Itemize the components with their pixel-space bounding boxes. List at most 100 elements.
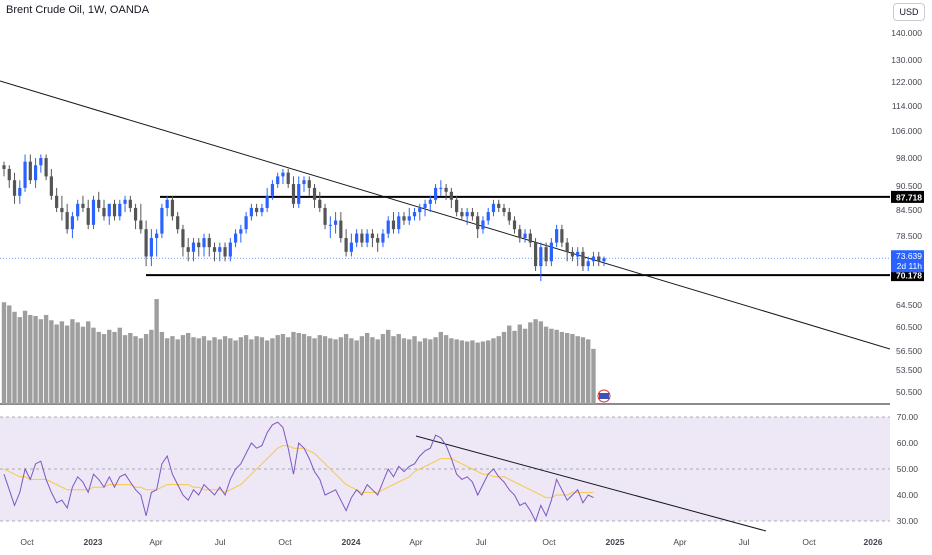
candle-body (486, 212, 490, 221)
candle-body (460, 212, 464, 217)
volume-bar (191, 337, 196, 404)
volume-bar (286, 337, 291, 404)
volume-bar (375, 339, 380, 404)
volume-bar (338, 337, 344, 404)
volume-bar (159, 331, 165, 404)
candle-body (433, 187, 438, 200)
volume-bar (496, 336, 501, 404)
volume-bar (543, 326, 549, 404)
volume-bar (391, 336, 396, 404)
candle-body (202, 238, 206, 248)
candle-body (439, 187, 443, 189)
candle-body (12, 180, 17, 196)
price-tick-label: 60.500 (896, 322, 922, 332)
volume-bar (43, 314, 49, 404)
volume-bar (449, 338, 454, 404)
candle-body (344, 238, 348, 252)
volume-bar (564, 332, 570, 404)
candle-body (239, 229, 243, 234)
candle-body (549, 242, 553, 262)
volume-bar (212, 337, 217, 404)
candle-body (386, 220, 390, 234)
candle-body (597, 256, 601, 262)
candle-body (512, 220, 517, 230)
volume-bar (22, 310, 28, 404)
candle-body (291, 184, 296, 204)
volume-bar (386, 329, 391, 404)
candle-body (497, 203, 501, 208)
volume-bar (249, 339, 254, 404)
price-tick-label: 114.000 (892, 101, 922, 111)
candle-body (586, 261, 590, 267)
volume-bar (54, 324, 59, 404)
volume-bar (64, 325, 70, 404)
price-tick-label: 78.500 (896, 231, 922, 241)
candle-body (491, 203, 496, 213)
volume-bar (228, 338, 233, 404)
candle-body (44, 158, 48, 177)
volume-bar (428, 339, 433, 404)
candle-body (118, 203, 122, 217)
candle-body (23, 161, 27, 188)
volume-bar (312, 338, 317, 404)
currency-button[interactable]: USD (893, 3, 925, 21)
volume-bar (354, 340, 359, 404)
candle-body (81, 203, 85, 208)
candle-body (170, 199, 175, 217)
candle-body (402, 216, 406, 221)
candle-body (133, 207, 138, 221)
volume-bar (417, 341, 422, 404)
candle-body (555, 229, 559, 243)
time-tick-label: 2024 (342, 537, 361, 547)
price-tick-label: 64.500 (896, 300, 922, 310)
candle-body (333, 220, 338, 225)
volume-bar (538, 321, 544, 404)
price-tick-label: 53.500 (896, 365, 922, 375)
volume-bar (491, 338, 496, 404)
rsi-ma-line (3, 445, 594, 499)
volume-bar (507, 325, 512, 404)
resistance-price-tag: 87.718 (896, 192, 922, 202)
price-tick-label: 84.500 (896, 205, 922, 215)
support-price-tag: 70.178 (896, 271, 922, 281)
candle-body (260, 207, 264, 213)
volume-bar (454, 339, 459, 404)
volume-bar (201, 336, 207, 404)
volume-bar (280, 334, 286, 404)
volume-bar (522, 328, 528, 404)
volume-bar (117, 327, 122, 404)
time-tick-label: Oct (278, 537, 292, 547)
candle-body (560, 229, 564, 243)
candle-body (60, 207, 64, 213)
volume-bar (433, 337, 438, 404)
price-trendline[interactable] (0, 80, 891, 350)
volume-bar (364, 332, 370, 404)
resistance-price-tag-bg (891, 190, 924, 203)
candle-body (481, 220, 485, 230)
price-tick-label: 106.000 (891, 126, 922, 136)
time-tick-label: 2023 (84, 537, 103, 547)
volume-bar (243, 335, 249, 404)
volume-bar (86, 321, 91, 404)
volume-bar (380, 334, 386, 404)
candle-body (102, 207, 106, 217)
volume-bar (1, 302, 7, 404)
candle-body (565, 242, 569, 252)
candle-body (581, 251, 585, 267)
candle-body (328, 224, 332, 226)
candle-body (197, 242, 201, 248)
volume-bar (91, 327, 96, 404)
candle-body (518, 229, 522, 239)
volume-bar (12, 311, 17, 404)
rsi-trendline[interactable] (415, 435, 767, 532)
candle-body (355, 233, 359, 243)
volume-bar (291, 331, 296, 404)
volume-bar (254, 336, 259, 404)
candle-body (228, 242, 232, 257)
candle-body (539, 247, 543, 267)
volume-bar (296, 332, 301, 404)
time-tick-label: Apr (673, 537, 686, 547)
volume-bar (322, 336, 328, 404)
